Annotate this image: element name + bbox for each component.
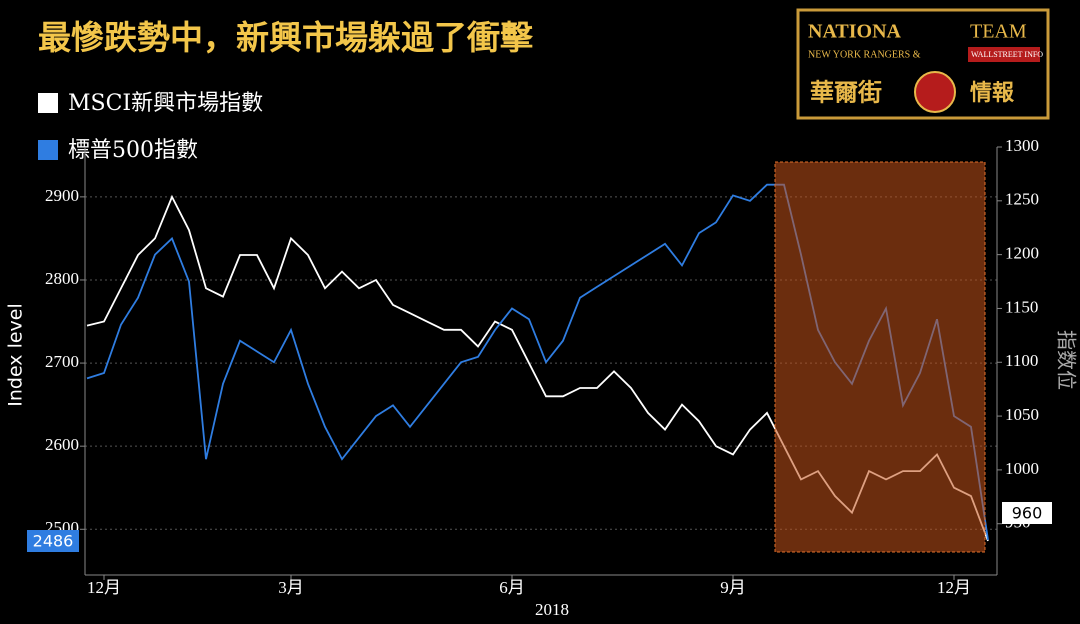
x-tick-label: 9月 [720, 578, 746, 597]
x-tick-label: 12月 [937, 578, 971, 597]
y-tick-label: 2800 [45, 269, 79, 288]
last-value-label: 2486 [33, 532, 74, 551]
y2-tick-label: 1300 [1005, 136, 1039, 155]
x-axis-label: 2018 [535, 600, 569, 619]
y2-tick-label: 1100 [1005, 351, 1038, 370]
logo-text: TEAM [970, 21, 1027, 43]
chart-title: 最慘跌勢中，新興市場躲過了衝擊 [38, 18, 534, 57]
legend-swatch [38, 93, 58, 113]
y2-tick-label: 1150 [1005, 297, 1038, 316]
y-axis-label: Index level [5, 303, 27, 407]
x-tick-label: 3月 [278, 578, 304, 597]
highlight-region [774, 161, 986, 553]
y2-tick-label: 1000 [1005, 459, 1039, 478]
legend-label: MSCI新興市場指數 [68, 91, 263, 116]
legend-label: 標普500指數 [68, 138, 198, 163]
logo-emblem [914, 71, 956, 113]
last-value-box [1002, 502, 1052, 524]
logo-text: NEW YORK RANGERS & [808, 49, 921, 60]
last-value-label: 960 [1012, 504, 1043, 523]
x-tick-label: 6月 [499, 578, 525, 597]
logo-text: WALLSTREET INFO [971, 50, 1043, 59]
y2-axis-label: 指数位 [1055, 330, 1079, 390]
y2-tick-label: 1050 [1005, 405, 1039, 424]
logo-badge [968, 47, 1040, 62]
logo-text: 華爾街 [810, 78, 882, 107]
legend-swatch [38, 140, 58, 160]
x-tick-label: 12月 [87, 578, 121, 597]
y-tick-label: 2600 [45, 435, 79, 454]
logo-text: 情報 [970, 80, 1015, 106]
y-tick-label: 2900 [45, 186, 79, 205]
last-value-box [27, 530, 79, 552]
logo: NATIONA TEAM NEW YORK RANGERS & WALLSTRE… [796, 8, 1050, 120]
y2-tick-label: 1250 [1005, 190, 1039, 209]
y2-tick-label: 1200 [1005, 244, 1039, 263]
y-tick-label: 2700 [45, 352, 79, 371]
logo-text: NATIONA [808, 21, 902, 43]
